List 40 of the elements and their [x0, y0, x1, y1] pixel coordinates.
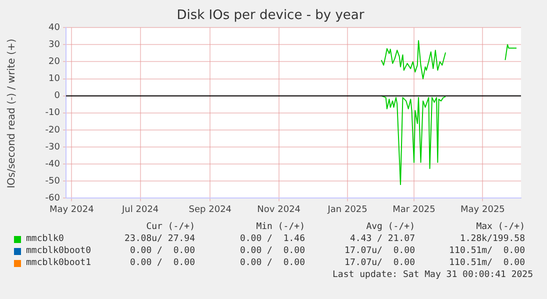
y-tick-label: -60: [45, 194, 60, 204]
text: 110.51m/ 0.00: [449, 258, 525, 269]
legend-label: mmcblk0: [26, 234, 64, 245]
text: 0.00 / 0.00: [240, 258, 305, 269]
x-tick-label: Mar 2025: [392, 204, 436, 215]
y-axis-title: IOs/second read (-) / write (+): [6, 38, 18, 190]
text: Avg (-/+): [366, 222, 415, 233]
text: 0.00 / 0.00: [130, 258, 195, 269]
x-tick-label: Sep 2024: [188, 204, 232, 215]
y-tick-label: 30: [48, 40, 60, 50]
text: 0.00 / 0.00: [240, 246, 305, 257]
text: 1.28k/199.58: [460, 234, 525, 245]
legend-label: mmcblk0boot0: [26, 246, 92, 257]
text: Max (-/+): [476, 222, 525, 233]
text: 110.51m/ 0.00: [449, 246, 525, 257]
text: 17.07u/ 0.00: [344, 246, 415, 257]
text: Last update: Sat May 31 00:00:41 2025: [332, 270, 533, 281]
chart-title: Disk IOs per device - by year: [176, 8, 365, 24]
y-tick-label: 40: [48, 22, 60, 33]
text: 0.00 / 1.46: [240, 234, 305, 245]
text: Min (-/+): [256, 222, 305, 233]
text: Cur (-/+): [146, 222, 195, 233]
y-tick-label: 10: [48, 74, 60, 84]
text: 4.43 / 21.07: [350, 234, 415, 245]
y-tick-label: -20: [45, 125, 60, 136]
legend-label: mmcblk0boot1: [26, 258, 92, 269]
y-tick-label: 20: [48, 57, 60, 68]
text: 17.07u/ 0.00: [344, 258, 415, 269]
x-tick-label: May 2024: [49, 204, 94, 215]
x-tick-label: Jul 2024: [121, 204, 159, 215]
y-tick-label: 0: [54, 91, 60, 102]
text: 0.00 / 0.00: [130, 246, 195, 257]
y-tick-label: -10: [45, 108, 60, 118]
text: 23.08u/ 27.94: [124, 234, 195, 245]
y-tick-label: -40: [45, 159, 60, 170]
x-tick-label: Nov 2024: [257, 204, 301, 215]
x-tick-label: Jan 2025: [326, 204, 368, 215]
y-tick-label: -50: [45, 176, 60, 186]
y-tick-label: -30: [45, 142, 60, 152]
x-tick-label: May 2025: [460, 204, 505, 215]
